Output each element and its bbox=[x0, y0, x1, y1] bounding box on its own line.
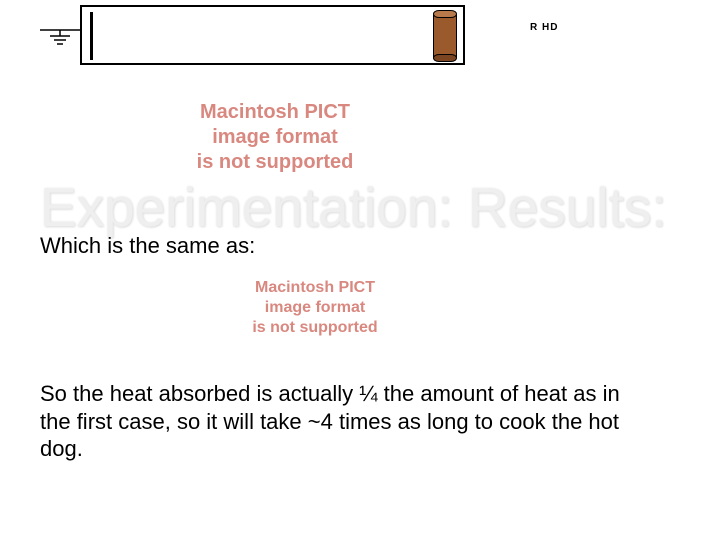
cylinder-body bbox=[433, 14, 457, 58]
pict-line: Macintosh PICT bbox=[145, 100, 405, 125]
body-paragraph-2: So the heat absorbed is actually ¼ the a… bbox=[40, 380, 640, 463]
wire-rectangle bbox=[80, 5, 465, 65]
pict-line: image format bbox=[200, 298, 430, 318]
body-line-1: Which is the same as: bbox=[40, 232, 255, 260]
pict-line: image format bbox=[145, 125, 405, 150]
pict-line: Macintosh PICT bbox=[200, 278, 430, 298]
ground-icon bbox=[40, 20, 80, 50]
pict-placeholder-2: Macintosh PICT image format is not suppo… bbox=[200, 278, 430, 338]
cylinder-top bbox=[433, 10, 457, 18]
pict-line: is not supported bbox=[200, 318, 430, 338]
pict-line: is not supported bbox=[145, 150, 405, 175]
circuit-diagram bbox=[80, 5, 510, 70]
cylinder-bottom bbox=[433, 54, 457, 62]
ghost-title: Experimentation: Results: bbox=[40, 175, 680, 239]
resistor-cylinder bbox=[429, 10, 461, 62]
inner-bar bbox=[90, 12, 93, 60]
pict-placeholder-1: Macintosh PICT image format is not suppo… bbox=[145, 100, 405, 175]
rhd-label: R HD bbox=[530, 22, 558, 33]
